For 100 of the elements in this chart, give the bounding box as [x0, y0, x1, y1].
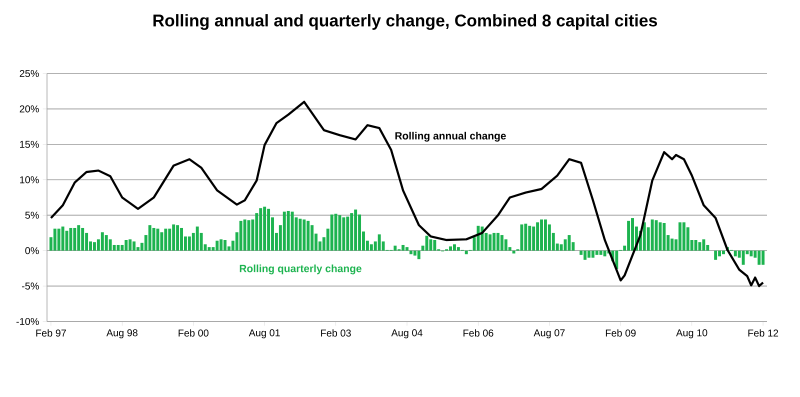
bar [100, 232, 104, 251]
bar [330, 214, 334, 251]
bar [196, 226, 199, 251]
bar [164, 228, 168, 251]
bar [282, 212, 286, 251]
bar [243, 219, 246, 251]
bar [116, 244, 120, 251]
y-tick-label: 10% [20, 176, 39, 184]
bar [92, 242, 96, 251]
series-label: Rolling annual change [395, 132, 506, 142]
bar [734, 250, 737, 256]
bar [148, 225, 152, 251]
bar [591, 250, 594, 258]
bar [409, 250, 412, 254]
bar [758, 250, 761, 265]
bar [176, 225, 180, 251]
bar [128, 239, 132, 251]
bar [603, 250, 606, 256]
x-tick-label: Feb 09 [606, 329, 636, 337]
bar [104, 235, 108, 251]
bar [334, 214, 338, 251]
bar [417, 250, 420, 260]
bar [718, 250, 722, 256]
bar [406, 247, 408, 251]
y-tick-label: 5% [25, 212, 39, 219]
bar [504, 239, 508, 251]
bar [286, 210, 290, 251]
bar [492, 232, 496, 251]
bar [500, 235, 504, 251]
bar [108, 239, 112, 251]
bar [402, 244, 405, 251]
bar [132, 241, 136, 251]
series-label: Rolling quarterly change [240, 264, 362, 274]
bar [452, 244, 456, 251]
bar [425, 236, 428, 251]
bar [682, 222, 686, 251]
bar [456, 247, 460, 251]
bar [378, 234, 381, 251]
bar [188, 236, 191, 251]
bar [77, 225, 80, 251]
bar [433, 240, 436, 251]
x-tick-label: Feb 06 [464, 329, 494, 337]
bar [65, 230, 68, 251]
bar [160, 232, 164, 251]
bar [310, 225, 314, 251]
bar [172, 224, 176, 251]
bar [180, 228, 183, 251]
bar [512, 250, 516, 254]
bar [168, 228, 172, 251]
bar [702, 239, 706, 251]
bar [750, 250, 753, 256]
bar [346, 216, 350, 251]
bar [588, 250, 590, 258]
bar [650, 219, 654, 251]
bar [208, 247, 211, 251]
x-tick-label: Feb 03 [321, 329, 351, 337]
bar [524, 224, 528, 251]
bar [152, 228, 156, 251]
bar [124, 240, 128, 251]
y-tick-label: 15% [20, 140, 39, 148]
bar [658, 222, 662, 251]
bar [394, 246, 397, 251]
bar [595, 250, 598, 255]
bar [413, 250, 416, 256]
y-tick-label: 25% [20, 70, 39, 78]
bar [259, 208, 262, 251]
bar [239, 220, 242, 251]
x-tick-label: Feb 12 [748, 329, 778, 337]
line-series [50, 100, 764, 288]
x-tick-label: Aug 01 [248, 329, 280, 338]
x-tick-label: Aug 10 [676, 329, 708, 338]
bar [599, 250, 602, 255]
bar [678, 222, 682, 251]
bar [584, 250, 587, 260]
bar [267, 208, 270, 251]
bar [449, 246, 452, 251]
bar [568, 235, 571, 251]
bar [216, 240, 219, 251]
chart-title: Rolling annual and quarterly change, Combined 8 capital cities [153, 14, 657, 30]
bar [540, 219, 543, 251]
bar [298, 218, 302, 251]
x-tick-label: Aug 98 [106, 329, 138, 338]
bar [53, 228, 56, 251]
bar [662, 223, 666, 251]
bar [762, 250, 765, 265]
bar [694, 240, 698, 251]
bar [488, 234, 492, 251]
y-tick-label: -5% [22, 282, 39, 290]
bar [742, 250, 745, 265]
x-tick-label: Feb 97 [36, 329, 66, 337]
bar [536, 222, 540, 251]
bar [342, 217, 346, 251]
x-tick-label: Feb 00 [178, 329, 208, 337]
bar [370, 244, 373, 251]
bar [224, 240, 227, 251]
y-tick-label: 0% [25, 247, 39, 254]
bar [57, 228, 60, 251]
bar [73, 228, 76, 251]
y-tick-label: -10% [16, 318, 39, 326]
bar [81, 228, 84, 251]
